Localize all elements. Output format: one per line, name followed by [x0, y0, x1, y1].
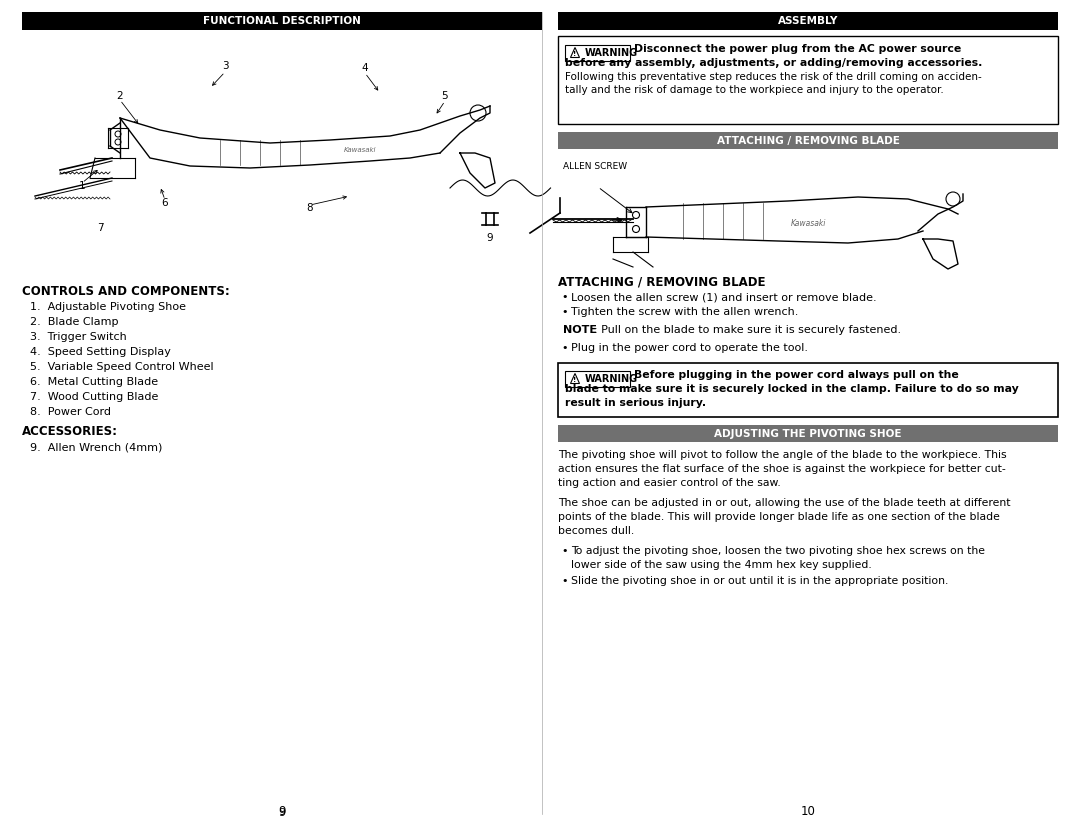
Text: blade to make sure it is securely locked in the clamp. Failure to do so may: blade to make sure it is securely locked…: [565, 384, 1018, 394]
Text: ASSEMBLY: ASSEMBLY: [778, 16, 838, 26]
Text: 3: 3: [221, 61, 228, 71]
Text: lower side of the saw using the 4mm hex key supplied.: lower side of the saw using the 4mm hex …: [571, 560, 872, 570]
Text: WARNING: WARNING: [585, 48, 638, 58]
Text: points of the blade. This will provide longer blade life as one section of the b: points of the blade. This will provide l…: [558, 512, 1000, 522]
Bar: [558, 12, 1058, 30]
Text: NOTE: NOTE: [563, 325, 597, 335]
Text: becomes dull.: becomes dull.: [558, 526, 634, 536]
Text: WARNING: WARNING: [585, 374, 638, 384]
Text: Before plugging in the power cord always pull on the: Before plugging in the power cord always…: [634, 370, 959, 380]
Text: 9: 9: [279, 805, 286, 818]
Text: 9: 9: [487, 233, 494, 243]
Text: Plug in the power cord to operate the tool.: Plug in the power cord to operate the to…: [571, 343, 808, 353]
Text: action ensures the flat surface of the shoe is against the workpiece for better : action ensures the flat surface of the s…: [558, 464, 1005, 474]
Text: Disconnect the power plug from the AC power source: Disconnect the power plug from the AC po…: [634, 44, 961, 54]
Text: •: •: [561, 343, 567, 353]
Text: •: •: [561, 546, 567, 556]
Text: 9.  Allen Wrench (4mm): 9. Allen Wrench (4mm): [30, 442, 162, 452]
Text: CONTROLS AND COMPONENTS:: CONTROLS AND COMPONENTS:: [22, 285, 230, 298]
Text: ADJUSTING THE PIVOTING SHOE: ADJUSTING THE PIVOTING SHOE: [714, 429, 902, 439]
Text: The pivoting shoe will pivot to follow the angle of the blade to the workpiece. : The pivoting shoe will pivot to follow t…: [558, 450, 1007, 460]
Text: To adjust the pivoting shoe, loosen the two pivoting shoe hex screws on the: To adjust the pivoting shoe, loosen the …: [571, 546, 985, 556]
Bar: [565, 45, 630, 61]
Text: •: •: [561, 292, 567, 302]
Text: 2: 2: [117, 91, 123, 101]
Text: 3.  Trigger Switch: 3. Trigger Switch: [30, 332, 126, 342]
Text: 6.  Metal Cutting Blade: 6. Metal Cutting Blade: [30, 377, 158, 387]
Text: 2.  Blade Clamp: 2. Blade Clamp: [30, 317, 119, 327]
Text: Kawasaki: Kawasaki: [791, 219, 826, 228]
Text: 1: 1: [79, 181, 85, 191]
Text: ACCESSORIES:: ACCESSORIES:: [22, 425, 118, 438]
Text: Kawasaki: Kawasaki: [343, 147, 376, 153]
Text: 5.  Variable Speed Control Wheel: 5. Variable Speed Control Wheel: [30, 362, 214, 372]
Text: before any assembly, adjustments, or adding/removing accessories.: before any assembly, adjustments, or add…: [565, 58, 983, 68]
Text: 4: 4: [362, 63, 368, 73]
Text: The shoe can be adjusted in or out, allowing the use of the blade teeth at diffe: The shoe can be adjusted in or out, allo…: [558, 498, 1011, 508]
Text: ALLEN SCREW: ALLEN SCREW: [563, 162, 627, 171]
Bar: [565, 371, 630, 387]
Text: Following this preventative step reduces the risk of the drill coming on acciden: Following this preventative step reduces…: [565, 72, 982, 82]
Text: 9: 9: [279, 808, 285, 818]
Bar: [558, 132, 1058, 149]
Text: 7: 7: [97, 223, 104, 233]
Text: result in serious injury.: result in serious injury.: [565, 398, 706, 408]
Bar: [558, 425, 1058, 442]
Text: Slide the pivoting shoe in or out until it is in the appropriate position.: Slide the pivoting shoe in or out until …: [571, 576, 948, 586]
Text: FUNCTIONAL DESCRIPTION: FUNCTIONAL DESCRIPTION: [203, 16, 361, 26]
Text: 10: 10: [800, 805, 815, 818]
Text: •: •: [561, 307, 567, 317]
Text: 5: 5: [442, 91, 448, 101]
Polygon shape: [570, 374, 580, 384]
Text: Tighten the screw with the allen wrench.: Tighten the screw with the allen wrench.: [571, 307, 798, 317]
Polygon shape: [570, 48, 580, 58]
Text: •: •: [561, 576, 567, 586]
Text: Loosen the allen screw (1) and insert or remove blade.: Loosen the allen screw (1) and insert or…: [571, 292, 877, 302]
Bar: [558, 36, 1058, 124]
Text: : Pull on the blade to make sure it is securely fastened.: : Pull on the blade to make sure it is s…: [594, 325, 901, 335]
Text: 1.  Adjustable Pivoting Shoe: 1. Adjustable Pivoting Shoe: [30, 302, 186, 312]
Text: ATTACHING / REMOVING BLADE: ATTACHING / REMOVING BLADE: [558, 275, 766, 288]
Text: !: !: [573, 376, 577, 383]
Text: 4.  Speed Setting Display: 4. Speed Setting Display: [30, 347, 171, 357]
Text: tally and the risk of damage to the workpiece and injury to the operator.: tally and the risk of damage to the work…: [565, 85, 944, 95]
Bar: [22, 12, 542, 30]
Text: ATTACHING / REMOVING BLADE: ATTACHING / REMOVING BLADE: [716, 135, 900, 145]
Text: 8.  Power Cord: 8. Power Cord: [30, 407, 111, 417]
Text: 8: 8: [307, 203, 313, 213]
Bar: [558, 363, 1058, 417]
Text: 7.  Wood Cutting Blade: 7. Wood Cutting Blade: [30, 392, 159, 402]
Text: ting action and easier control of the saw.: ting action and easier control of the sa…: [558, 478, 781, 488]
Text: !: !: [573, 51, 577, 57]
Text: 6: 6: [162, 198, 168, 208]
